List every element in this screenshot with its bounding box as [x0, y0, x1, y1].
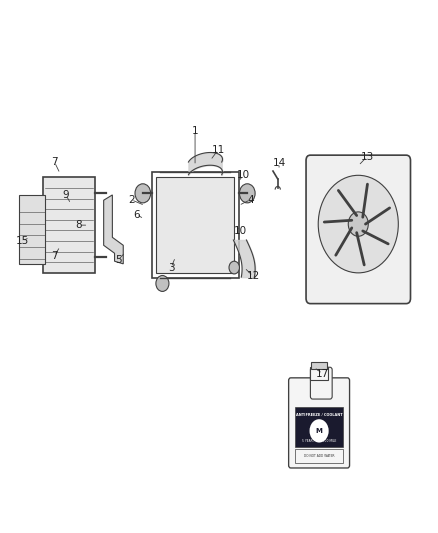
FancyBboxPatch shape [311, 367, 332, 399]
Text: 5 YEAR / 150,000 MILE: 5 YEAR / 150,000 MILE [302, 440, 336, 443]
Bar [156, 177, 234, 273]
Text: 13: 13 [360, 152, 374, 161]
Text: 6: 6 [133, 209, 140, 220]
Bar [295, 449, 343, 463]
Text: 2: 2 [128, 195, 134, 205]
Text: 14: 14 [272, 158, 286, 168]
Circle shape [135, 184, 151, 203]
FancyBboxPatch shape [289, 378, 350, 468]
Circle shape [156, 276, 169, 292]
Text: 3: 3 [168, 263, 174, 272]
Bar [295, 407, 343, 447]
Text: M: M [316, 428, 322, 434]
Polygon shape [104, 195, 123, 264]
Text: ANTIFREEZE / COOLANT: ANTIFREEZE / COOLANT [296, 413, 343, 417]
Text: 9: 9 [63, 190, 69, 200]
Text: 4: 4 [247, 195, 254, 205]
Text: 8: 8 [75, 220, 82, 230]
Text: 11: 11 [212, 145, 225, 155]
Circle shape [351, 215, 365, 233]
Text: 15: 15 [16, 236, 29, 246]
Text: 17: 17 [316, 369, 329, 378]
Text: 1: 1 [192, 126, 198, 136]
Bar [311, 367, 328, 381]
Circle shape [318, 175, 398, 273]
Text: 12: 12 [246, 271, 260, 281]
Text: 7: 7 [51, 157, 58, 167]
Bar [19, 195, 45, 264]
Circle shape [240, 184, 255, 203]
FancyBboxPatch shape [306, 155, 410, 304]
Circle shape [348, 212, 368, 236]
Text: 10: 10 [233, 226, 247, 236]
Bar [152, 172, 239, 278]
Text: 5: 5 [115, 255, 121, 265]
Circle shape [310, 419, 328, 442]
Bar [311, 362, 327, 369]
Bar [43, 177, 95, 273]
Text: 10: 10 [237, 171, 250, 180]
Circle shape [229, 261, 240, 274]
Text: 7: 7 [51, 251, 58, 261]
Text: DO NOT ADD WATER: DO NOT ADD WATER [304, 454, 334, 458]
